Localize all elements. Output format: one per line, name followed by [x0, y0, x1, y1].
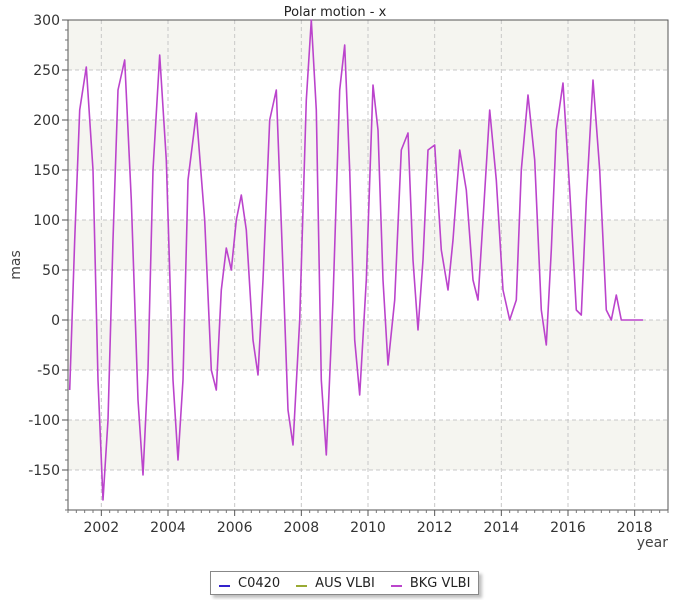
x-tick-label: 2004: [150, 520, 186, 536]
x-axis-label: year: [637, 535, 668, 551]
x-tick-label: 2008: [284, 520, 320, 536]
y-tick-label: -100: [28, 413, 60, 429]
x-tick-label: 2010: [350, 520, 386, 536]
legend-entry[interactable]: AUS VLBI: [296, 576, 375, 591]
x-tick-label: 2012: [417, 520, 453, 536]
series-lines: [68, 19, 643, 501]
y-tick-label: 0: [51, 313, 60, 329]
legend-entry[interactable]: C0420: [219, 576, 280, 591]
y-tick-label: 250: [33, 63, 60, 79]
y-tick-label: 150: [33, 163, 60, 179]
legend-swatch: [296, 576, 308, 587]
series-line: [68, 19, 643, 501]
x-tick-label: 2006: [217, 520, 253, 536]
y-axis: -150 -100 -50 0 50 100 150 200 250 300: [28, 13, 68, 511]
y-axis-label: mas: [8, 250, 24, 280]
y-tick-label: 200: [33, 113, 60, 129]
legend-entry[interactable]: BKG VLBI: [390, 575, 471, 591]
y-tick-label: 50: [42, 263, 60, 279]
x-tick-label: 2002: [84, 520, 120, 536]
chart-legend: C0420 AUS VLBI BKG VLBI: [210, 571, 480, 595]
y-tick-label: 100: [33, 213, 60, 229]
x-tick-label: 2014: [484, 520, 520, 536]
x-tick-label: 2016: [550, 520, 586, 536]
legend-swatch: [219, 576, 230, 587]
legend-label: AUS VLBI: [315, 575, 375, 591]
legend-label: C0420: [238, 575, 281, 591]
x-tick-label: 2018: [617, 520, 653, 536]
legend-swatch: [390, 576, 402, 587]
y-tick-label: 300: [33, 13, 60, 29]
chart-title: Polar motion - x: [284, 5, 387, 20]
x-axis: 2002 2004 2006 2008 2010 2012 2014 2016 2018: [67, 510, 669, 536]
y-tick-label: -50: [37, 363, 60, 379]
y-tick-label: -150: [28, 463, 60, 479]
legend-label: BKG VLBI: [409, 575, 471, 591]
